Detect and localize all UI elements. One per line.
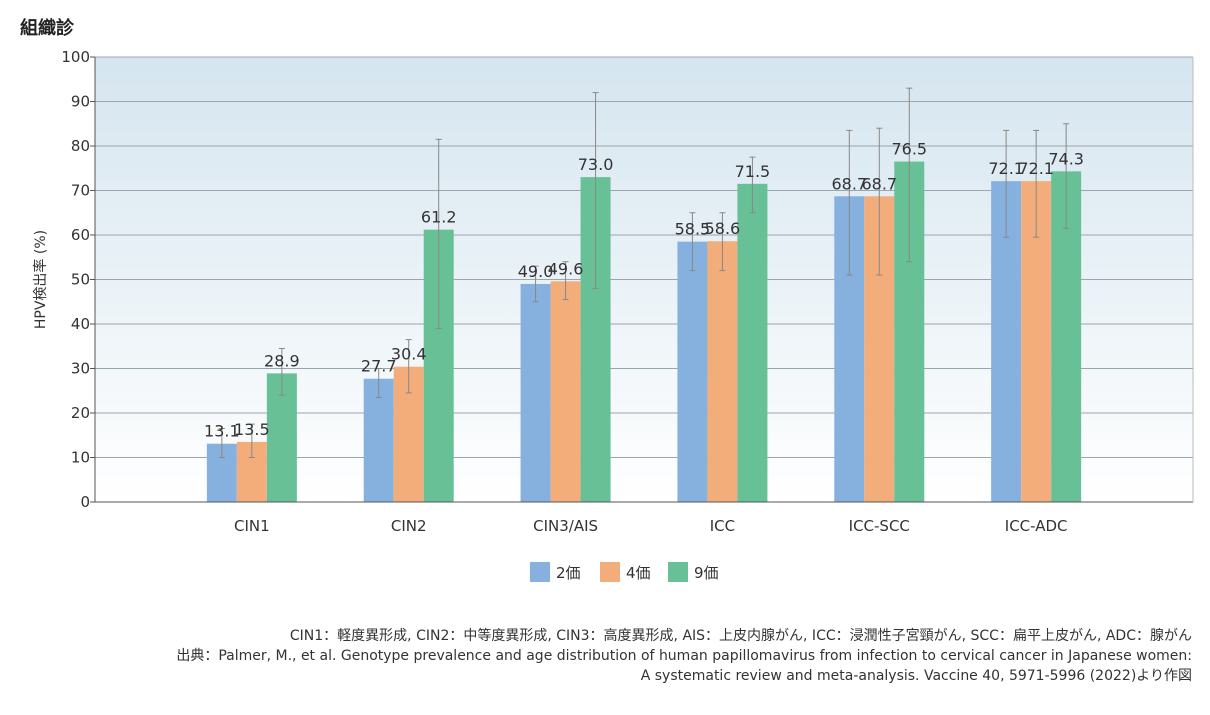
x-tick-label: CIN3/AIS — [533, 517, 598, 535]
y-tick-label: 80 — [71, 137, 90, 155]
legend-swatch — [668, 562, 688, 582]
value-label: 68.7 — [831, 174, 867, 193]
value-label: 72.1 — [988, 159, 1024, 178]
value-label: 58.6 — [705, 219, 741, 238]
footnotes: CIN1：軽度異形成, CIN2：中等度異形成, CIN3：高度異形成, AIS… — [176, 626, 1192, 686]
y-tick-label: 10 — [71, 449, 90, 467]
y-tick-label: 70 — [71, 182, 90, 200]
legend-label: 2価 — [556, 564, 581, 582]
value-label: 13.1 — [204, 422, 240, 441]
value-label: 28.9 — [264, 351, 300, 370]
y-tick-label: 100 — [61, 48, 90, 66]
legend-label: 9価 — [694, 564, 719, 582]
value-label: 72.1 — [1018, 159, 1054, 178]
x-tick-label: CIN1 — [234, 517, 270, 535]
legend-label: 4価 — [626, 564, 651, 582]
y-tick-label: 90 — [71, 93, 90, 111]
y-tick-label: 0 — [80, 493, 90, 511]
error-bars — [218, 87, 1070, 458]
bar — [737, 183, 768, 502]
y-axis-label: HPV検出率 (%) — [32, 230, 49, 329]
bar — [550, 281, 581, 502]
value-label: 49.6 — [548, 259, 584, 278]
value-label: 74.3 — [1048, 149, 1084, 168]
value-labels: 13.113.5 28.9 27.730.4 61.2 49.049.6 73.0 58.5… — [204, 140, 1084, 441]
source-line-1: 出典：Palmer, M., et al. Genotype prevalenc… — [176, 648, 1192, 664]
value-label: 61.2 — [421, 208, 457, 227]
value-label: 68.7 — [861, 174, 897, 193]
bars — [206, 161, 1082, 503]
value-label: 58.5 — [675, 220, 711, 239]
y-tick-label: 30 — [71, 360, 90, 378]
legend-swatch — [530, 562, 550, 582]
x-tick-label: ICC — [710, 517, 735, 535]
legend-swatch — [600, 562, 620, 582]
y-tick-label: 60 — [71, 226, 90, 244]
abbreviation-note: CIN1：軽度異形成, CIN2：中等度異形成, CIN3：高度異形成, AIS… — [289, 628, 1192, 644]
value-label: 73.0 — [578, 155, 614, 174]
source-line-2: A systematic review and meta-analysis. V… — [640, 668, 1192, 684]
y-tick-label: 20 — [71, 404, 90, 422]
value-label: 76.5 — [891, 140, 927, 159]
x-tick-label: ICC-SCC — [849, 517, 910, 535]
y-tick-label: 50 — [71, 271, 90, 289]
bar-chart: 13.113.5 28.9 27.730.4 61.2 49.049.6 73.0 58.5… — [32, 48, 1194, 582]
bar — [520, 283, 551, 502]
value-label: 71.5 — [735, 162, 771, 181]
bar — [707, 241, 738, 503]
value-label: 30.4 — [391, 345, 427, 364]
value-label: 49.0 — [518, 262, 554, 281]
x-tick-label: CIN2 — [391, 517, 427, 535]
bar — [363, 378, 394, 502]
y-tick-label: 40 — [71, 315, 90, 333]
x-tick-label: ICC-ADC — [1005, 517, 1068, 535]
legend: 2価 4価 9価 — [530, 562, 719, 582]
bar — [677, 241, 708, 503]
value-label: 13.5 — [234, 420, 270, 439]
page-title: 組織診 — [20, 18, 74, 39]
axes: 0 10 20 30 40 50 60 70 80 90 100 HPV検出率 (%) CIN1 CIN2… — [32, 48, 1194, 535]
value-label: 27.7 — [361, 357, 397, 376]
